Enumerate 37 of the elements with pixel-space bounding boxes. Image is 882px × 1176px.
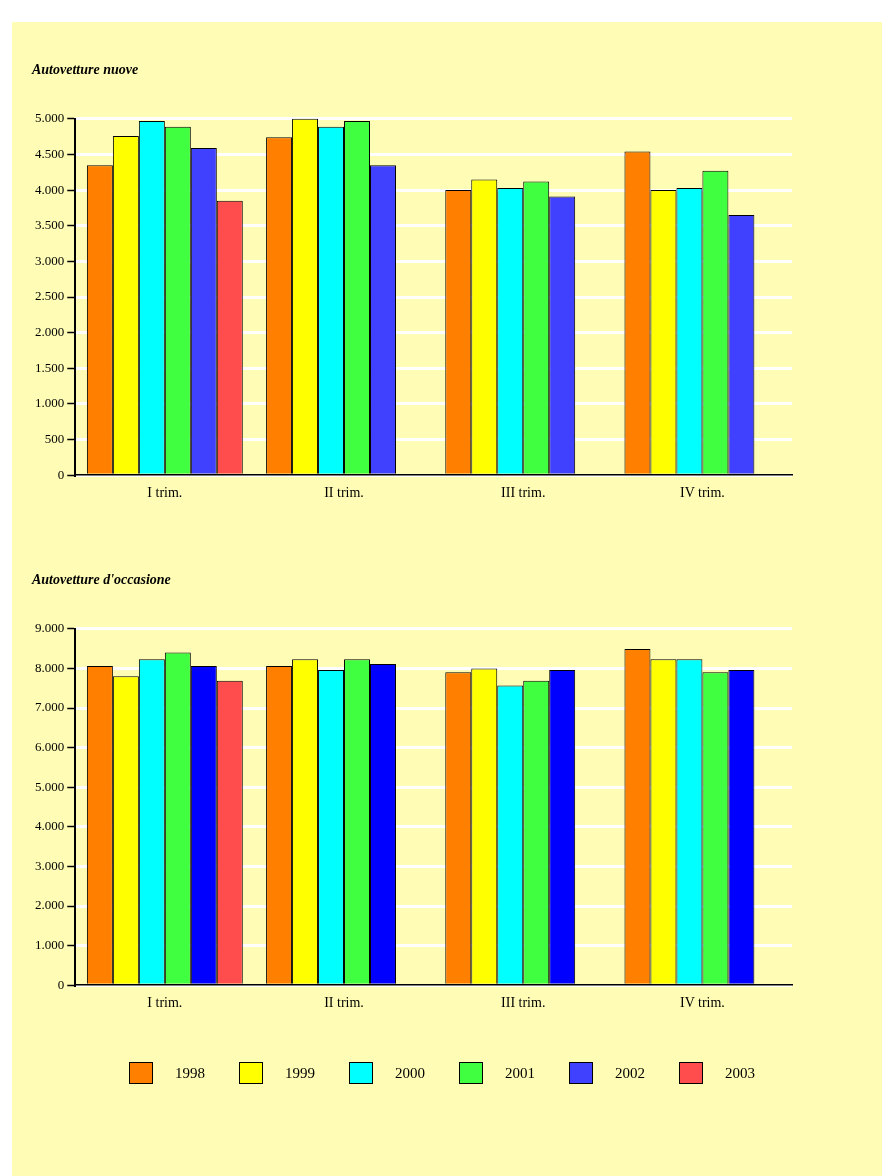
y-tick-label: 0	[57, 466, 65, 482]
y-tick-label: 5.000	[35, 110, 65, 126]
legend-label: 1999	[285, 1064, 315, 1082]
y-tick-label: 3.000	[35, 857, 65, 873]
chart-title: Autovetture nuove	[31, 62, 139, 78]
y-tick-label: 9.000	[35, 620, 65, 636]
x-tick-label: I trim.	[147, 485, 183, 501]
x-tick-label: IV trim.	[679, 485, 725, 501]
y-tick-label: 1.000	[35, 937, 65, 953]
y-tick-label: 7.000	[35, 699, 65, 715]
legend-label: 2000	[395, 1064, 425, 1082]
y-tick-label: 1.500	[35, 359, 65, 375]
legend-label: 2001	[505, 1064, 535, 1082]
y-tick-label: 6.000	[35, 739, 65, 755]
x-tick-label: II trim.	[324, 995, 364, 1011]
y-tick-label: 500	[44, 430, 65, 446]
chart-title: Autovetture d'occasione	[31, 572, 171, 588]
y-tick-label: 2.500	[35, 288, 65, 304]
y-tick-label: 2.000	[35, 324, 65, 340]
y-tick-label: 8.000	[35, 659, 65, 675]
x-tick-label: III trim.	[501, 485, 546, 501]
x-tick-label: IV trim.	[679, 995, 725, 1011]
y-tick-label: 3.500	[35, 217, 65, 233]
y-tick-label: 3.000	[35, 252, 65, 268]
legend-label: 2003	[725, 1064, 755, 1082]
y-tick-label: 1.000	[35, 395, 65, 411]
x-tick-label: I trim.	[147, 995, 183, 1011]
y-tick-label: 4.500	[35, 145, 65, 161]
x-tick-label: II trim.	[324, 485, 364, 501]
legend-label: 2002	[615, 1064, 645, 1082]
y-tick-label: 4.000	[35, 818, 65, 834]
y-tick-label: 2.000	[35, 897, 65, 913]
x-tick-label: III trim.	[501, 995, 546, 1011]
legend-label: 1998	[175, 1064, 205, 1082]
y-tick-label: 0	[57, 976, 65, 992]
y-tick-label: 4.000	[35, 181, 65, 197]
y-tick-label: 5.000	[35, 778, 65, 794]
